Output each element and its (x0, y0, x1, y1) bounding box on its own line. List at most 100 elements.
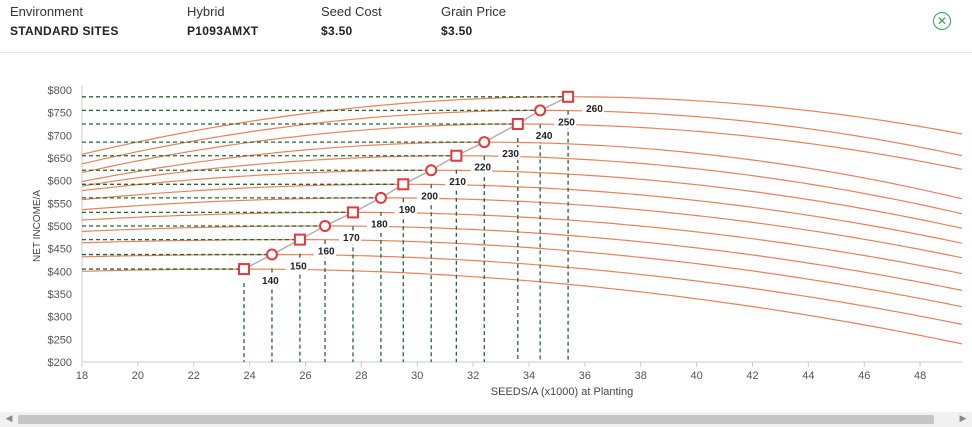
y-tick-label: $250 (48, 334, 72, 346)
environment-label: Environment (10, 4, 83, 19)
seed-cost-label: Seed Cost (321, 4, 382, 19)
label-bg-230 (498, 147, 521, 161)
arrow-right-icon[interactable]: ▶ (959, 413, 967, 423)
response-curve-220 (82, 155, 962, 215)
response-curve-260 (82, 96, 962, 155)
net-income-chart: $200 $250 $300 $350 $400 $450 $500 $550 $600 $650… (32, 85, 962, 398)
point-label-180: 180 (371, 219, 388, 230)
marker-circle-250 (534, 104, 547, 117)
x-tick-label: 42 (746, 370, 758, 382)
point-label-230: 230 (502, 149, 519, 160)
x-tick-label: 20 (132, 370, 144, 382)
point-label-200: 200 (421, 191, 438, 202)
seed-cost-value: $3.50 (321, 24, 353, 38)
response-curve-180 (82, 211, 962, 275)
y-tick-label: $600 (48, 176, 72, 188)
marker-circle-190 (374, 191, 387, 204)
point-label-240: 240 (536, 131, 553, 142)
point-label-170: 170 (343, 233, 360, 244)
response-curve-230 (82, 141, 962, 200)
point-label-160: 160 (318, 247, 335, 258)
response-curve-190 (82, 197, 962, 259)
label-bg-220 (470, 160, 493, 174)
horizontal-scrollbar[interactable]: ◀ ▶ (0, 412, 972, 427)
x-tick-label: 32 (467, 370, 479, 382)
x-tick-label: 30 (411, 370, 423, 382)
y-tick-label: $450 (48, 244, 72, 256)
label-bg-250 (554, 115, 577, 129)
y-tick-label: $500 (48, 221, 72, 233)
response-curve-250 (82, 109, 962, 165)
y-tick-label: $550 (48, 198, 72, 210)
grain-price-label: Grain Price (441, 4, 507, 19)
marker-square-200 (397, 178, 410, 191)
y-tick-label: $800 (48, 85, 72, 97)
x-tick-label: 28 (355, 370, 367, 382)
x-axis-title: SEEDS/A (x1000) at Planting (491, 386, 633, 398)
y-tick-label: $750 (48, 108, 72, 120)
point-label-140: 140 (262, 276, 279, 287)
label-bg-150 (285, 259, 308, 273)
label-bg-260 (582, 101, 605, 115)
x-tick-label: 44 (802, 370, 814, 382)
marker-circle-170 (319, 220, 332, 232)
response-curve-160 (82, 239, 962, 308)
y-tick-label: $400 (48, 266, 72, 278)
y-tick-label: $650 (48, 153, 72, 165)
point-label-190: 190 (399, 205, 416, 216)
response-curve-210 (82, 169, 962, 229)
x-tick-label: 46 (858, 370, 870, 382)
label-bg-180 (366, 217, 389, 231)
seed-cost-field: Seed Cost $3.50 (321, 4, 382, 38)
label-bg-160 (313, 244, 336, 258)
grain-price-field: Grain Price $3.50 (441, 4, 506, 38)
x-tick-label: 26 (299, 370, 311, 382)
marker-square-240 (511, 118, 524, 130)
environment-field: Environment STANDARD SITES (10, 4, 119, 38)
x-tick-label: 24 (243, 370, 255, 382)
point-label-150: 150 (290, 262, 307, 273)
y-tick-label: $700 (48, 130, 72, 142)
y-tick-label: $350 (48, 289, 72, 301)
x-tick-label: 38 (635, 370, 647, 382)
hybrid-label: Hybrid (187, 4, 225, 19)
label-bg-190 (394, 202, 417, 216)
curves-group (82, 96, 962, 345)
hybrid-field: Hybrid P1093AMXT (187, 4, 258, 38)
label-bg-170 (339, 231, 362, 244)
y-tick-label: $200 (48, 357, 72, 369)
label-bg-240 (531, 129, 554, 142)
marker-square-260 (562, 90, 575, 103)
environment-value: STANDARD SITES (10, 24, 119, 38)
hybrid-value: P1093AMXT (187, 24, 259, 38)
response-curve-150 (82, 254, 962, 325)
marker-circle-210 (425, 164, 438, 177)
response-curve-170 (82, 225, 962, 291)
label-bg-140 (258, 274, 281, 288)
response-curve-200 (82, 183, 962, 244)
marker-square-140 (238, 263, 251, 276)
summary-header: Environment STANDARD SITES Hybrid P1093A… (0, 0, 972, 53)
marker-circle-230 (478, 136, 491, 149)
x-tick-label: 36 (579, 370, 591, 382)
x-tick-label: 34 (523, 370, 535, 382)
label-bg-210 (445, 175, 468, 189)
point-label-220: 220 (474, 163, 491, 174)
x-tick-label: 18 (76, 370, 88, 382)
y-axis-title: NET INCOME/A (32, 190, 43, 262)
point-label-210: 210 (449, 177, 466, 188)
point-label-250: 250 (558, 117, 575, 128)
point-label-260: 260 (586, 104, 603, 115)
x-tick-label: 48 (914, 370, 926, 382)
label-bg-200 (417, 189, 440, 203)
response-curve-140 (82, 268, 962, 345)
marker-square-220 (450, 149, 463, 162)
marker-square-180 (346, 206, 359, 219)
grain-price-value: $3.50 (441, 24, 473, 38)
x-tick-label: 40 (690, 370, 702, 382)
marker-square-160 (293, 233, 306, 246)
arrow-left-icon[interactable]: ◀ (5, 413, 13, 423)
marker-circle-150 (265, 248, 278, 261)
close-icon[interactable]: ✕ (933, 12, 951, 30)
scrollbar-thumb[interactable] (18, 415, 934, 424)
